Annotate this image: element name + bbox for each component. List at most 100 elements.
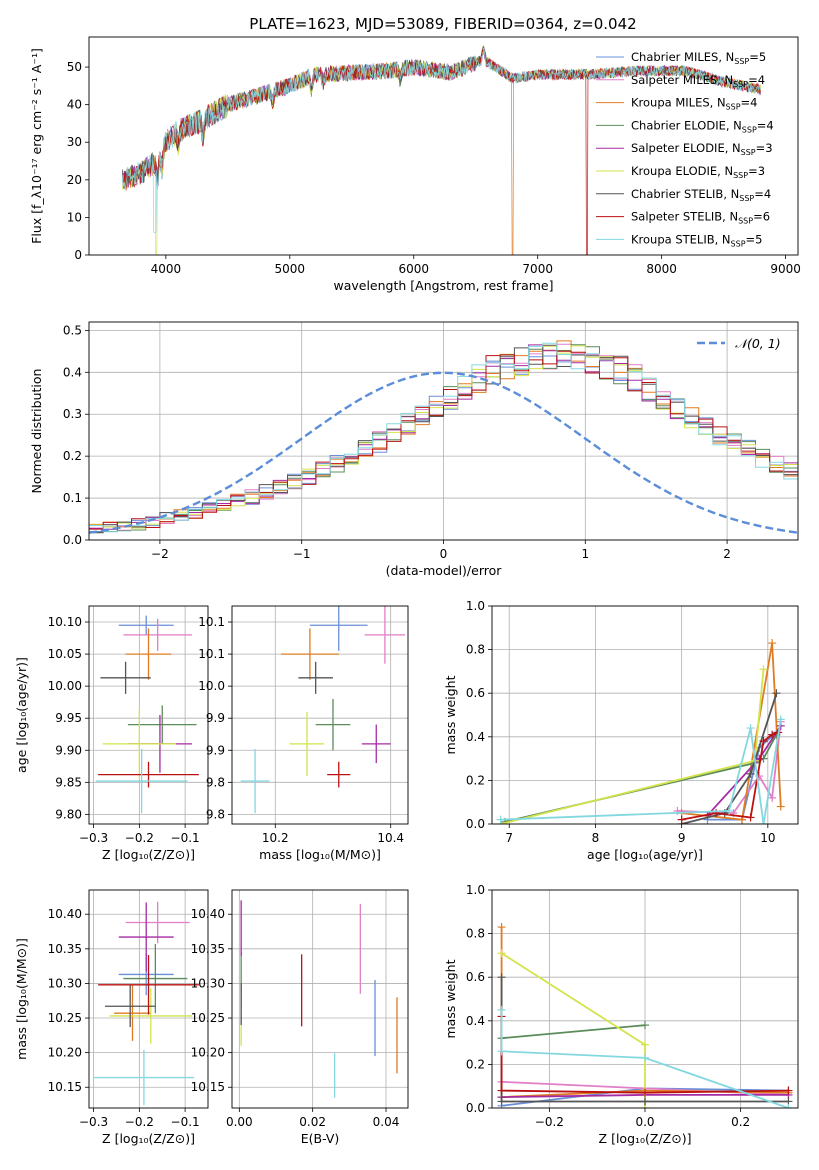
plot-area: [93, 901, 199, 1106]
y-tick-label: 30: [67, 135, 82, 149]
legend-label: Chabrier MILES, NSSP=5: [631, 50, 766, 66]
plot-area: [240, 900, 398, 1098]
x-tick-label: 9: [678, 831, 686, 845]
y-tick-label: 10.40: [48, 907, 82, 921]
y-tick-label: 0.2: [466, 1057, 485, 1071]
x-tick-label: 0.0: [635, 1115, 654, 1129]
y-axis-label: age [log₁₀(age/yr)]: [14, 657, 29, 773]
weight-marker: [497, 1097, 506, 1106]
residual-legend: 𝒩(0, 1): [697, 336, 781, 351]
histogram-step: [89, 342, 798, 540]
x-tick-label: 7: [505, 831, 513, 845]
y-tick-label: 0.4: [466, 730, 485, 744]
y-tick-label: 0.4: [63, 365, 82, 379]
y-tick-label: 9.85: [55, 775, 82, 789]
y-tick-label: 10.1: [198, 647, 225, 661]
y-tick-label: 0.8: [466, 643, 485, 657]
y-tick-label: 9.9: [206, 711, 225, 725]
y-axis-label: mass [log₁₀(M/M⊙)]: [14, 938, 29, 1060]
weight-marker: [497, 973, 506, 982]
plot-area: [122, 45, 761, 255]
axes-frame: [88, 36, 799, 256]
weight-line: [501, 1024, 646, 1040]
weight-marker: [784, 1086, 793, 1095]
axes-frame: [231, 889, 409, 1109]
weight-z-panel: −0.2 0.0 0.2 0.0 0.2 0.4 0.6 0.8 1.0 Z [log₁₀(Z/Z…: [443, 883, 799, 1146]
y-tick-label: 10.40: [191, 907, 225, 921]
x-tick-label: −0.2: [125, 831, 154, 845]
legend-label: Chabrier STELIB, NSSP=4: [631, 187, 771, 203]
weight-marker: [784, 1104, 793, 1108]
weight-marker: [497, 1047, 506, 1056]
x-axis-label: Z [log₁₀(Z/Z⊙)]: [599, 1131, 692, 1146]
legend-label: Kroupa MILES, NSSP=4: [631, 96, 757, 112]
axes: −2 −1 0 1 2 0.0 0.1 0.2 0.3 0.4 0.5 (data-model)/er…: [29, 321, 799, 578]
plot-area: [95, 615, 199, 814]
y-tick-label: 50: [67, 60, 82, 74]
y-tick-label: 20: [67, 173, 82, 187]
weight-marker: [677, 815, 686, 824]
y-tick-label: 10.25: [191, 1011, 225, 1025]
weight-line: [681, 692, 778, 824]
y-tick-label: 9.9: [206, 743, 225, 757]
y-tick-label: 10.25: [48, 1011, 82, 1025]
weight-marker: [497, 1005, 506, 1014]
weight-marker: [641, 1040, 649, 1049]
legend-label: Kroupa ELODIE, NSSP=3: [631, 164, 765, 180]
y-tick-label: 0.2: [63, 449, 82, 463]
axes: 4000 5000 6000 7000 8000 9000 0 10 20 30 40 50 wavel…: [29, 36, 801, 293]
histogram-step: [89, 344, 798, 540]
y-tick-label: 10.1: [198, 615, 225, 629]
plot-area: [240, 606, 406, 814]
weight-marker: [768, 793, 777, 802]
x-tick-label: 8000: [646, 262, 677, 276]
y-tick-label: 0.0: [466, 1101, 485, 1115]
y-tick-label: 10.05: [48, 647, 82, 661]
y-tick-label: 0.6: [466, 970, 485, 984]
x-tick-label: −1: [293, 547, 311, 561]
y-tick-label: 0.1: [63, 491, 82, 505]
legend-label: Salpeter MILES, NSSP=4: [631, 73, 765, 89]
normal-curve: [89, 371, 798, 534]
y-tick-label: 1.0: [466, 599, 485, 613]
x-tick-label: 1: [581, 547, 589, 561]
x-axis-label: Z [log₁₀(Z/Z⊙)]: [102, 847, 195, 862]
x-tick-label: −0.1: [171, 1115, 200, 1129]
x-axis-label: mass [log₁₀(M/M⊙)]: [259, 847, 381, 862]
weight-marker: [496, 815, 505, 824]
x-tick-label: 10.2: [262, 831, 289, 845]
weight-marker: [641, 1021, 649, 1030]
x-tick-label: 0: [440, 547, 448, 561]
y-tick-label: 0.0: [63, 533, 82, 547]
y-tick-label: 10.35: [48, 942, 82, 956]
weight-marker: [768, 639, 777, 648]
y-tick-label: 9.8: [206, 807, 225, 821]
mass-ebv-panel: 0.00 0.02 0.04 10.15 10.20 10.25 10.30 10.35 10.…: [191, 889, 409, 1146]
y-tick-label: 0.2: [466, 773, 485, 787]
x-tick-label: 9000: [770, 262, 801, 276]
y-tick-label: 10.35: [191, 942, 225, 956]
x-tick-label: −0.2: [125, 1115, 154, 1129]
legend-label: Chabrier ELODIE, NSSP=4: [631, 118, 774, 134]
y-tick-label: 0: [74, 248, 82, 262]
x-tick-label: −0.1: [171, 831, 200, 845]
legend-label: Kroupa STELIB, NSSP=5: [631, 232, 762, 248]
y-axis-label: Normed distribution: [29, 369, 44, 494]
weight-marker: [712, 809, 721, 818]
weight-age-panel: 7 8 9 10 0.0 0.2 0.4 0.6 0.8 1.0 age [log₁₀(age/yr…: [443, 599, 799, 862]
x-tick-label: 0.00: [226, 1115, 253, 1129]
x-tick-label: 10: [760, 831, 775, 845]
x-axis-label: age [log₁₀(age/yr)]: [587, 847, 703, 862]
axes: −0.2 0.0 0.2 0.0 0.2 0.4 0.6 0.8 1.0 Z [log₁₀(Z/Z…: [443, 883, 799, 1146]
y-tick-label: 0.5: [63, 323, 82, 337]
y-tick-label: 0.0: [466, 817, 485, 831]
x-tick-label: −0.2: [535, 1115, 564, 1129]
weight-marker: [497, 1086, 506, 1095]
x-tick-label: 10.4: [377, 831, 404, 845]
spectrum-title: PLATE=1623, MJD=53089, FIBERID=0364, z=0…: [249, 15, 636, 33]
x-axis-label: E(B-V): [301, 1131, 340, 1146]
axes-frame: [491, 605, 799, 825]
x-tick-label: 2: [723, 547, 731, 561]
y-tick-label: 10: [67, 210, 82, 224]
